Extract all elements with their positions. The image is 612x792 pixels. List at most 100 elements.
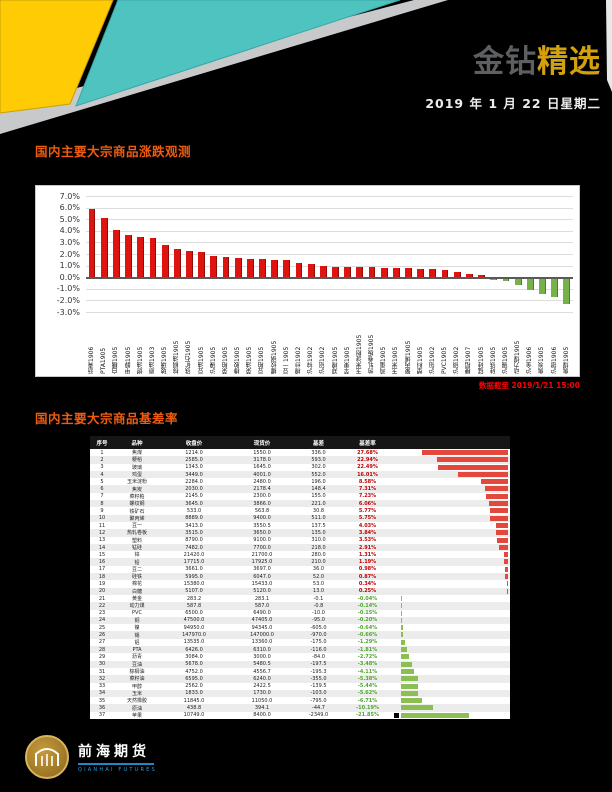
table-row: 17 豆二 3661.0 3697.0 36.0 0.98% <box>90 566 510 573</box>
commodity-name: 铁矿石 <box>129 508 145 515</box>
numeric-cell: 147970.0 <box>182 632 206 639</box>
table-row: 27 铝 13535.0 13360.0 -175.0 -1.29% <box>90 639 510 646</box>
negative-basis-bar <box>401 690 419 696</box>
numeric-cell: 2585.0 <box>185 456 203 463</box>
basis-rate-value: 22.49% <box>357 464 378 471</box>
row-index: 21 <box>98 595 106 602</box>
numeric-cell: 7700.0 <box>253 544 271 551</box>
up-bar <box>222 256 230 278</box>
basis-rate-value: 0.98% <box>358 566 377 573</box>
up-bar <box>113 229 120 278</box>
row-index: 31 <box>98 668 106 675</box>
numeric-cell: 3650.0 <box>253 529 271 536</box>
numeric-cell: 6426.0 <box>185 646 203 653</box>
up-bar <box>466 273 473 278</box>
row-index: 7 <box>100 493 104 500</box>
row-index: 23 <box>98 610 106 617</box>
numeric-cell: 1343.0 <box>185 464 203 471</box>
x-label-slot: 焦煤1905 <box>561 316 573 374</box>
x-tick-label: 硅铁1905 <box>489 346 497 374</box>
numeric-cell: 6240.0 <box>253 675 271 682</box>
row-index: 35 <box>98 697 106 704</box>
basis-bar-cell <box>394 558 510 565</box>
numeric-cell: -0.8 <box>313 602 324 609</box>
numeric-cell: 5120.0 <box>253 588 271 595</box>
x-label-slot: 玉米1905 <box>390 316 402 374</box>
commodity-name: 硅铁 <box>131 574 142 581</box>
numeric-cell: 3000.0 <box>253 653 271 660</box>
basis-bar-cell <box>394 456 510 463</box>
row-index: 8 <box>100 500 104 507</box>
positive-basis-bar <box>505 574 508 580</box>
y-tick-label: 5.0% <box>59 214 80 224</box>
numeric-cell: 221.0 <box>311 500 326 507</box>
basis-bar-cell <box>394 478 510 485</box>
numeric-cell: 15433.0 <box>251 580 273 587</box>
table-row: 13 塑料 8790.0 9100.0 310.0 3.53% <box>90 537 510 544</box>
x-label-slot: 沪银1906 <box>549 316 561 374</box>
table-row: 34 玉米 1833.0 1730.0 -103.0 -5.62% <box>90 689 510 698</box>
bar-slot <box>232 196 244 312</box>
basis-rate-value: -6.71% <box>357 697 378 704</box>
positive-basis-bar <box>496 530 508 536</box>
numeric-cell: 8400.0 <box>253 712 271 719</box>
gray-ribbon-shape <box>0 0 448 134</box>
numeric-cell: 15380.0 <box>183 580 205 587</box>
numeric-cell: 283.2 <box>186 595 202 602</box>
bar-column-header <box>394 436 510 449</box>
table-row: 6 焦炭 2030.0 2178.4 148.4 7.31% <box>90 485 510 493</box>
x-label-slot: 沪镍1905 <box>208 316 220 374</box>
numeric-cell: 3697.0 <box>253 566 271 573</box>
bar-series <box>86 196 573 312</box>
commodity-name: 玉米 <box>131 690 142 697</box>
numeric-cell: -2349.0 <box>308 712 329 719</box>
gridline <box>86 254 573 255</box>
yellow-ribbon-shape <box>0 0 114 114</box>
row-index: 10 <box>98 515 106 522</box>
x-tick-label: 棕榈油1905 <box>173 340 181 374</box>
commodity-name: 苹果 <box>131 712 142 719</box>
basis-rate-value: -0.66% <box>357 632 378 639</box>
table-row: 20 白糖 5107.0 5120.0 13.0 0.25% <box>90 587 510 595</box>
up-bar <box>283 260 291 278</box>
x-label-slot: 鸡蛋1905 <box>378 316 390 374</box>
down-bar <box>490 279 498 281</box>
bar-slot <box>439 196 451 312</box>
table-row: 1 焦煤 1214.0 1550.0 336.0 27.68% <box>90 449 510 456</box>
bar-slot <box>536 196 548 312</box>
bar-slot <box>463 196 475 312</box>
numeric-cell: 3413.0 <box>185 522 203 529</box>
bar-slot <box>415 196 427 312</box>
table-row: 11 豆一 3413.0 3550.5 137.5 4.03% <box>90 522 510 529</box>
up-bar <box>210 256 218 278</box>
y-tick-label: -2.0% <box>56 295 80 305</box>
numeric-cell: -0.1 <box>313 595 324 602</box>
commodity-name: 豆二 <box>131 566 142 573</box>
bar-slot <box>549 196 561 312</box>
x-tick-label: 沪铝1902 <box>319 346 327 374</box>
bar-slot <box>135 196 147 312</box>
bar-slot <box>123 196 135 312</box>
chart-plot-area <box>86 196 573 313</box>
basis-bar-cell <box>394 690 510 697</box>
positive-basis-bar <box>438 464 508 470</box>
x-tick-label: 玻璃1905 <box>161 346 169 374</box>
x-label-slot: 聚丙烯1905 <box>402 316 414 374</box>
numeric-cell: 4556.7 <box>253 668 271 675</box>
commodity-name: 铜 <box>134 617 140 624</box>
chart-origin-marker <box>394 712 399 718</box>
numeric-cell: 9400.0 <box>253 515 271 522</box>
table-row: 19 棉花 15380.0 15433.0 53.0 0.34% <box>90 580 510 587</box>
positive-basis-bar <box>458 471 508 477</box>
up-bar <box>332 266 339 278</box>
x-label-slot: 粳稻1907 <box>463 316 475 374</box>
up-bar <box>405 267 412 278</box>
table-row: 16 铅 17715.0 17925.0 210.0 1.19% <box>90 558 510 566</box>
bar-slot <box>366 196 378 312</box>
commodity-name: 铝 <box>134 639 140 646</box>
numeric-cell: 587.0 <box>254 602 270 609</box>
negative-basis-bar <box>401 617 402 623</box>
positive-basis-bar <box>495 522 508 528</box>
x-label-slot: 豆油1905 <box>196 316 208 374</box>
numeric-cell: 210.0 <box>311 559 326 566</box>
